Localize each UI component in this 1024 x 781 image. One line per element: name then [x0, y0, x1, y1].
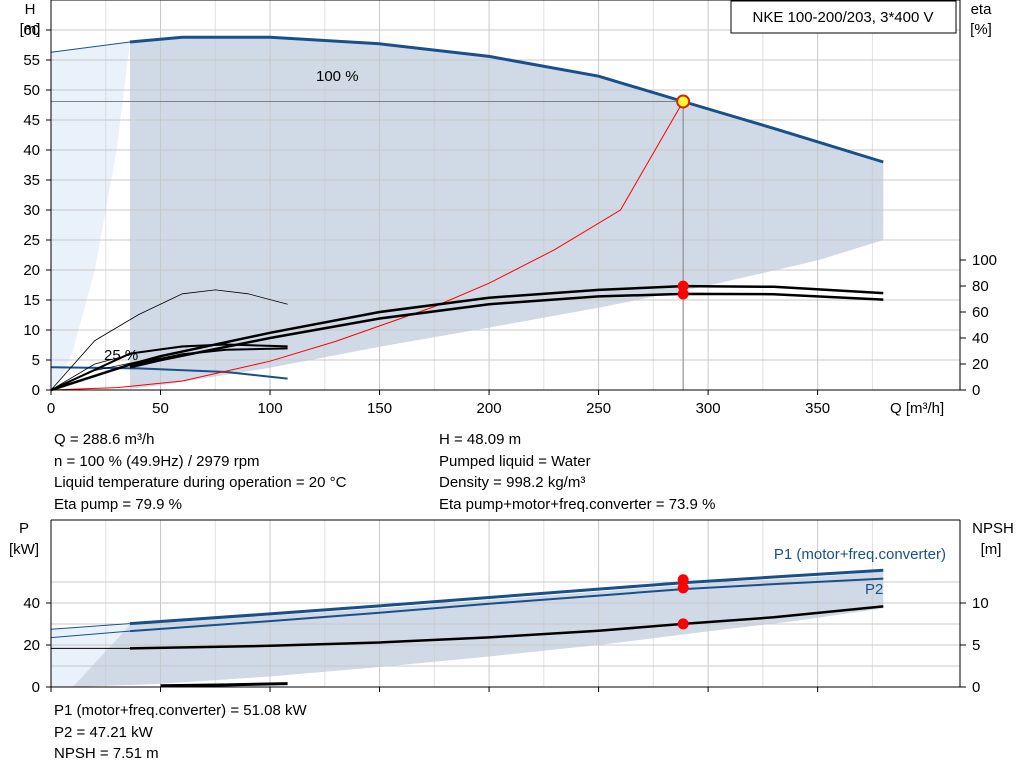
x-tick-label-100: 100 — [258, 400, 283, 417]
x-tick-label-150: 150 — [367, 400, 392, 417]
operating-range-fill-top — [129, 37, 884, 389]
y-left-tick-label-15: 15 — [23, 292, 40, 309]
y-left-tick-label-25: 25 — [23, 232, 40, 249]
duty-point-p2 — [677, 582, 689, 594]
x-tick-label-200: 200 — [477, 400, 502, 417]
x-tick-label-350: 350 — [805, 400, 830, 417]
readout-flow: Q = 288.6 m³/h — [54, 431, 155, 448]
series-P1-ext — [50, 623, 130, 630]
npsh-tick-label-10: 10 — [972, 595, 989, 612]
y-left-tick-label-35: 35 — [23, 172, 40, 189]
operating-range-region-bottom — [51, 571, 884, 687]
duty-point-head — [676, 94, 691, 109]
readout-p2: P2 = 47.21 kW — [54, 723, 153, 741]
series-eta-min-pump — [50, 343, 288, 391]
x-tick-label-250: 250 — [586, 400, 611, 417]
npsh-tick-label-0: 0 — [972, 679, 980, 696]
y-left-tick-label-5: 5 — [32, 352, 40, 369]
y-right-tick-label-0: 0 — [972, 382, 980, 399]
speed-label-100: 100 % — [316, 68, 359, 85]
grid-top — [50, 0, 960, 391]
x-tick-label-50: 50 — [152, 400, 169, 417]
npsh-tick-label-5: 5 — [972, 637, 980, 654]
y-right-tick-label-20: 20 — [972, 356, 989, 373]
head-curve-ext — [50, 41, 130, 53]
operating-range-region-top — [51, 37, 884, 390]
p-tick-label-0: 0 — [32, 679, 40, 696]
readout-p1: P1 (motor+freq.converter) = 51.08 kW — [54, 702, 307, 719]
y-axis-title-npsh: NPSH — [972, 520, 1014, 537]
series-eta-thin-2 — [50, 344, 227, 391]
y-axis-unit-eta: [%] — [970, 21, 992, 38]
y-left-tick-label-30: 30 — [23, 202, 40, 219]
system-curve — [50, 101, 684, 391]
pump-model-title: NKE 100-200/203, 3*400 V — [753, 9, 934, 26]
y-axis-title-eta: eta — [971, 1, 993, 18]
speed-label-25: 25 % — [104, 347, 138, 364]
series-P2 — [129, 577, 884, 633]
series-P2-ext — [50, 630, 130, 639]
head-curve-min — [50, 366, 288, 380]
axis-labels-top: 0 50 100 150 200 250 300 3500510152025303540455… — [23, 22, 997, 417]
y-left-tick-label-60: 60 — [23, 22, 40, 39]
operating-range-light-top — [51, 42, 130, 390]
x-tick-label-0: 0 — [47, 400, 55, 417]
series-P-min — [160, 682, 288, 688]
axes-top — [46, 0, 966, 395]
y-left-tick-label-10: 10 — [23, 322, 40, 339]
x-tick-label-300: 300 — [696, 400, 721, 417]
y-left-tick-label-40: 40 — [23, 142, 40, 159]
p2-series-label: P2 — [865, 581, 883, 598]
y-axis-unit-h: [m] — [20, 21, 41, 38]
readout-bottom: P1 (motor+freq.converter) = 51.08 kW P2 … — [54, 700, 307, 765]
operating-range-light-bottom — [51, 625, 130, 687]
y-left-tick-label-20: 20 — [23, 262, 40, 279]
y-left-tick-label-0: 0 — [32, 382, 40, 399]
operating-range-fill-bottom — [72, 571, 884, 687]
y-right-tick-label-100: 100 — [972, 252, 997, 269]
head-curve-max — [129, 35, 884, 164]
series-eta-thin-3 — [50, 354, 183, 391]
readout-density: Density = 998.2 kg/m³ — [439, 474, 586, 491]
y-right-tick-label-60: 60 — [972, 304, 989, 321]
readout-npsh: NPSH = 7.51 m — [54, 745, 159, 762]
y-right-tick-label-80: 80 — [972, 278, 989, 295]
series-P1 — [129, 568, 884, 626]
grid-bottom — [50, 520, 960, 687]
series-eta-thin-1 — [50, 289, 288, 391]
y-left-tick-label-50: 50 — [23, 82, 40, 99]
curves-top — [50, 35, 884, 392]
series-NPSH — [129, 605, 884, 650]
duty-point-markers — [676, 94, 691, 630]
duty-point-npsh — [677, 618, 689, 630]
y-right-tick-label-40: 40 — [972, 330, 989, 347]
title-box — [730, 0, 957, 34]
readout-speed: n = 100 % (49.9Hz) / 2979 rpm — [54, 452, 260, 470]
series-eta-min-total — [129, 347, 288, 367]
p-tick-label-20: 20 — [23, 637, 40, 654]
curves-bottom — [50, 568, 884, 688]
readout-pumped-liquid: Pumped liquid = Water — [439, 452, 591, 470]
readout-right: H = 48.09 m Pumped liquid = Water Densit… — [439, 429, 715, 515]
readout-head: H = 48.09 m — [439, 431, 522, 448]
axis-labels-bottom: 0 20 40 0 5 10 — [23, 595, 988, 696]
readout-left: Q = 288.6 m³/h n = 100 % (49.9Hz) / 2979… — [54, 429, 346, 515]
axes-bottom — [46, 519, 966, 692]
duty-point-eta-total — [677, 288, 689, 300]
y-axis-title-p: P — [19, 520, 29, 537]
readout-liquid-temp: Liquid temperature during operation = 20… — [54, 474, 347, 491]
p1-series-label: P1 (motor+freq.converter) — [774, 546, 946, 563]
readout-eta-pump: Eta pump = 79.9 % — [54, 495, 182, 513]
p-tick-label-40: 40 — [23, 595, 40, 612]
y-axis-title-h: H — [25, 1, 36, 18]
readout-eta-total: Eta pump+motor+freq.converter = 73.9 % — [439, 495, 716, 513]
duty-point-eta-pump — [677, 280, 689, 292]
y-axis-unit-p: [kW] — [9, 541, 39, 558]
x-axis-title-q: Q [m³/h] — [890, 400, 944, 417]
y-left-tick-label-45: 45 — [23, 112, 40, 129]
y-left-tick-label-55: 55 — [23, 52, 40, 69]
duty-point-p1 — [677, 574, 689, 586]
y-axis-unit-npsh: [m] — [981, 541, 1002, 558]
